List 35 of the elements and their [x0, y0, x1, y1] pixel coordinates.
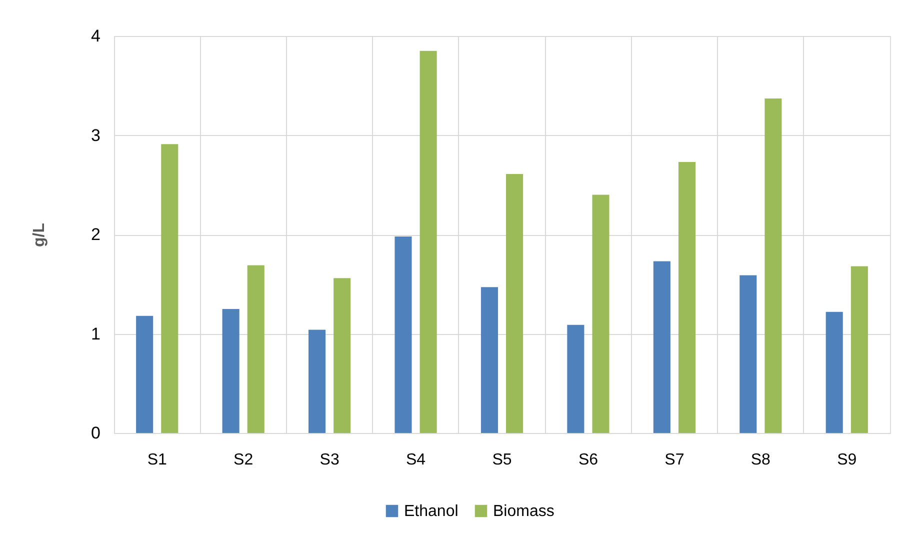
- y-axis-title: g/L: [31, 222, 48, 247]
- bar: [222, 308, 240, 433]
- y-tick-label: 3: [91, 126, 100, 145]
- bar: [136, 316, 154, 433]
- x-tick-label: S6: [578, 452, 598, 468]
- bar: [653, 261, 670, 433]
- x-tick-label: S2: [234, 452, 254, 468]
- bar: [678, 162, 696, 433]
- x-tick-label: S3: [320, 452, 340, 468]
- x-tick-label: S9: [837, 452, 857, 468]
- y-tick-label: 4: [91, 26, 100, 46]
- y-tick-label: 1: [91, 324, 100, 344]
- bar: [161, 144, 178, 433]
- bar: [334, 278, 351, 433]
- y-tick-label: 2: [91, 225, 100, 244]
- bar: [308, 330, 326, 433]
- bar: [764, 98, 782, 433]
- bar: [480, 287, 498, 433]
- bar: [592, 194, 610, 433]
- legend-label: Ethanol: [404, 503, 458, 520]
- x-tick-label: S5: [492, 452, 512, 468]
- bar: [567, 324, 584, 433]
- bar: [740, 275, 757, 433]
- bar: [826, 312, 843, 433]
- x-tick-label: S1: [147, 452, 167, 468]
- bar: [247, 265, 264, 433]
- bar: [420, 50, 437, 433]
- legend-label: Biomass: [493, 503, 554, 520]
- bar: [394, 236, 412, 433]
- bar: [850, 266, 868, 433]
- y-tick-label: 0: [91, 424, 100, 442]
- x-tick-label: S4: [406, 452, 426, 468]
- x-tick-label: S7: [664, 452, 684, 468]
- x-tick-label: S8: [750, 452, 771, 468]
- bar: [506, 174, 524, 433]
